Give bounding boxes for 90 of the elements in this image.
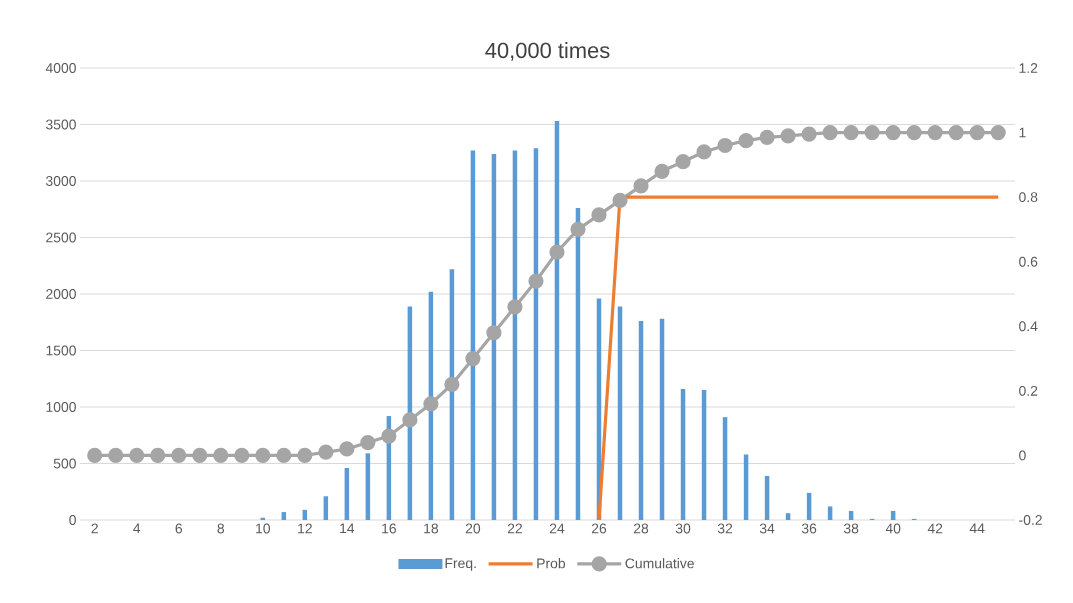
point [171,447,187,464]
point [255,447,271,464]
point [423,396,439,412]
bar [827,506,833,520]
x-tick-label: 2 [91,523,98,534]
x-tick-label: 6 [175,523,183,534]
point [129,447,145,464]
x-tick-label: 34 [759,523,775,534]
x-tick-label: 38 [843,523,859,534]
point [150,447,166,464]
point [801,126,817,142]
y-tick-label: 0 [69,515,76,525]
y2-tick-label: 0.2 [1019,385,1038,396]
point [927,124,943,141]
x-tick-label: 12 [298,523,312,534]
y2-tick-label: 1.2 [1019,63,1038,73]
x-tick-label: 42 [927,523,943,534]
point [276,447,292,464]
point [780,128,796,144]
point [717,137,733,154]
x-tick-label: 26 [591,523,607,534]
bar [785,513,791,520]
point [906,124,922,141]
point [864,124,880,141]
y2-tick-label: -0.2 [1019,515,1042,525]
y-tick-label: 2500 [46,232,76,243]
y-tick-label: 1500 [46,345,76,356]
point [444,376,460,392]
point [948,124,964,141]
x-tick-label: 30 [675,523,691,534]
y-tick-label: 3000 [45,176,76,186]
point [822,124,838,141]
y-tick-label: 4000 [45,63,76,73]
point [696,144,712,160]
point [549,244,565,260]
legend-label: Prob [537,558,566,569]
x-tick-label: 22 [507,523,522,534]
point [969,124,985,141]
point [108,447,124,464]
y2-tick-label: 0.4 [1019,321,1038,332]
bar [323,496,329,520]
x-tick-label: 18 [424,523,439,534]
point [234,447,250,464]
point [87,447,103,464]
x-tick-label: 44 [969,523,985,534]
y2-tick-label: 0.6 [1019,256,1038,267]
y2-tick-label: 0.8 [1019,192,1038,203]
point [843,124,859,141]
point [885,124,901,141]
legend-label: Cumulative [625,558,694,569]
x-tick-label: 16 [382,523,397,534]
point [192,447,208,464]
x-tick-label: 4 [133,523,141,534]
x-tick-label: 36 [801,523,817,534]
chart-title: 40,000 times [485,42,610,61]
x-tick-label: 28 [633,523,649,534]
point [759,129,775,146]
point [339,441,355,457]
legend-label: Freq. [445,558,476,571]
y2-tick-label: 1 [1019,127,1026,138]
point [528,273,544,289]
point [612,192,628,208]
point [213,447,229,464]
x-tick-label: 14 [340,523,355,534]
point [297,447,313,464]
y-tick-label: 1000 [46,402,76,412]
x-tick-label: 24 [549,523,565,534]
point [633,178,649,194]
y-tick-label: 2000 [46,289,76,299]
x-tick-label: 10 [256,523,271,534]
x-tick-label: 32 [717,523,733,534]
x-tick-label: 20 [465,523,481,534]
y-tick-label: 3500 [45,119,76,130]
point [486,325,502,341]
point [381,428,397,444]
x-tick-label: 8 [217,523,225,534]
y-tick-label: 500 [53,458,76,469]
point [318,444,334,460]
point [507,299,523,315]
x-tick-label: 40 [885,523,901,534]
point [360,434,376,451]
point [570,221,586,238]
point [591,207,607,223]
point [654,163,670,179]
point [465,350,481,367]
point [738,133,754,149]
point [990,124,1006,141]
point [402,412,418,428]
y2-tick-label: 0 [1019,450,1026,461]
point [675,154,691,170]
